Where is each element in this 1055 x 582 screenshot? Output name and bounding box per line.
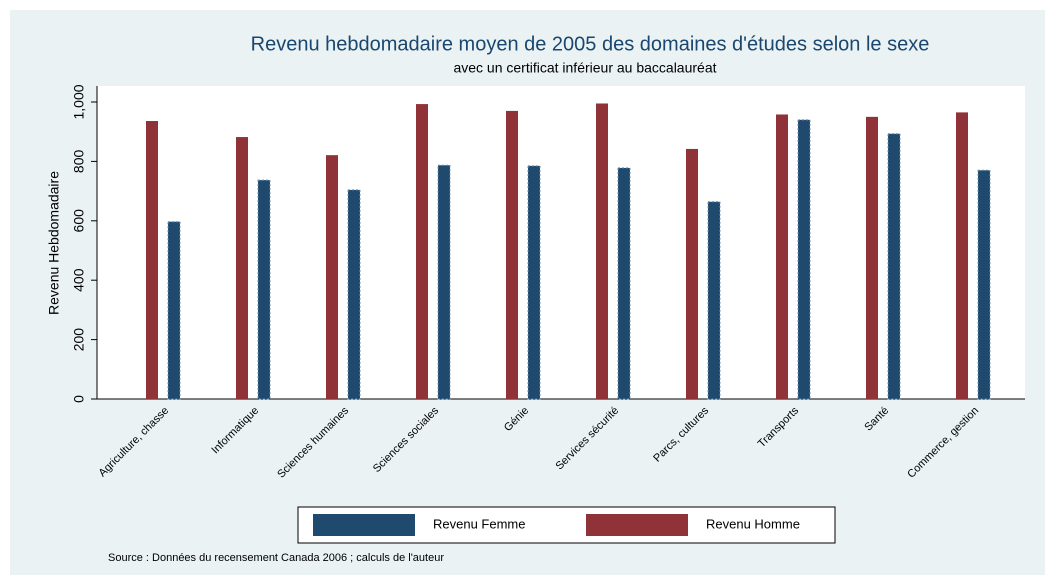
bar (707, 201, 721, 400)
y-tick-label: 800 (71, 150, 87, 174)
bar (776, 114, 788, 399)
bar (506, 110, 518, 399)
legend-label: Revenu Femme (433, 516, 525, 531)
bar (887, 133, 901, 400)
bar (347, 189, 361, 400)
y-tick-label: 1,000 (71, 84, 87, 119)
bar (326, 155, 338, 399)
y-tick-label: 400 (71, 268, 87, 292)
chart-subtitle: avec un certificat inférieur au baccalau… (453, 60, 716, 76)
bar (797, 119, 811, 400)
y-tick-label: 200 (71, 328, 87, 352)
bar (596, 103, 608, 400)
legend-label: Revenu Homme (706, 516, 800, 531)
legend-swatch (586, 514, 688, 536)
bar (956, 112, 968, 400)
bar (527, 165, 541, 400)
bar (146, 121, 158, 400)
bar (167, 221, 181, 400)
bar (437, 164, 451, 400)
chart-title: Revenu hebdomadaire moyen de 2005 des do… (251, 33, 930, 55)
bar (686, 148, 698, 399)
legend-swatch (313, 514, 415, 536)
bar (866, 116, 878, 399)
y-axis-title: Revenu Hebdomadaire (46, 171, 62, 315)
y-tick-label: 0 (71, 395, 87, 403)
bar (236, 137, 248, 399)
y-tick-label: 600 (71, 209, 87, 233)
bar (416, 104, 428, 399)
note: Source : Données du recensement Canada 2… (108, 552, 444, 564)
bar (977, 169, 991, 400)
bar (257, 179, 271, 400)
bar (617, 167, 631, 400)
